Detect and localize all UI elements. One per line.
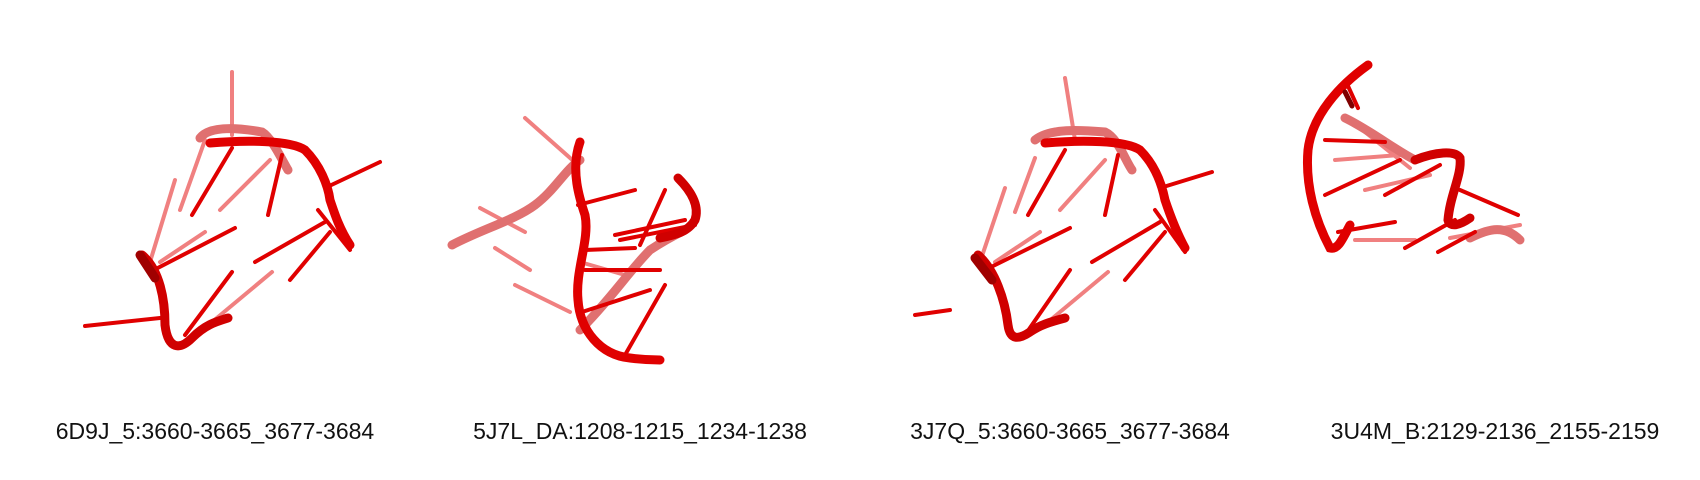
structure-panel-4: 3U4M_B:2129-2136_2155-2159 <box>1290 0 1700 480</box>
rna-structure-image-3 <box>913 76 1214 342</box>
structure-label-4: 3U4M_B:2129-2136_2155-2159 <box>1330 418 1660 444</box>
rna-structure-image-4 <box>1302 60 1525 254</box>
structure-panel-2: 5J7L_DA:1208-1215_1234-1238 <box>430 0 850 480</box>
structure-label-1: 6D9J_5:3660-3665_3677-3684 <box>55 418 375 444</box>
rna-structure-image-2 <box>447 116 701 365</box>
structure-panel-1: 6D9J_5:3660-3665_3677-3684 <box>0 0 430 480</box>
structure-panel-3: 3J7Q_5:3660-3665_3677-3684 <box>860 0 1280 480</box>
structure-label-2: 5J7L_DA:1208-1215_1234-1238 <box>473 418 807 444</box>
structure-label-3: 3J7Q_5:3660-3665_3677-3684 <box>910 418 1230 444</box>
rna-structure-image-1 <box>83 70 382 351</box>
